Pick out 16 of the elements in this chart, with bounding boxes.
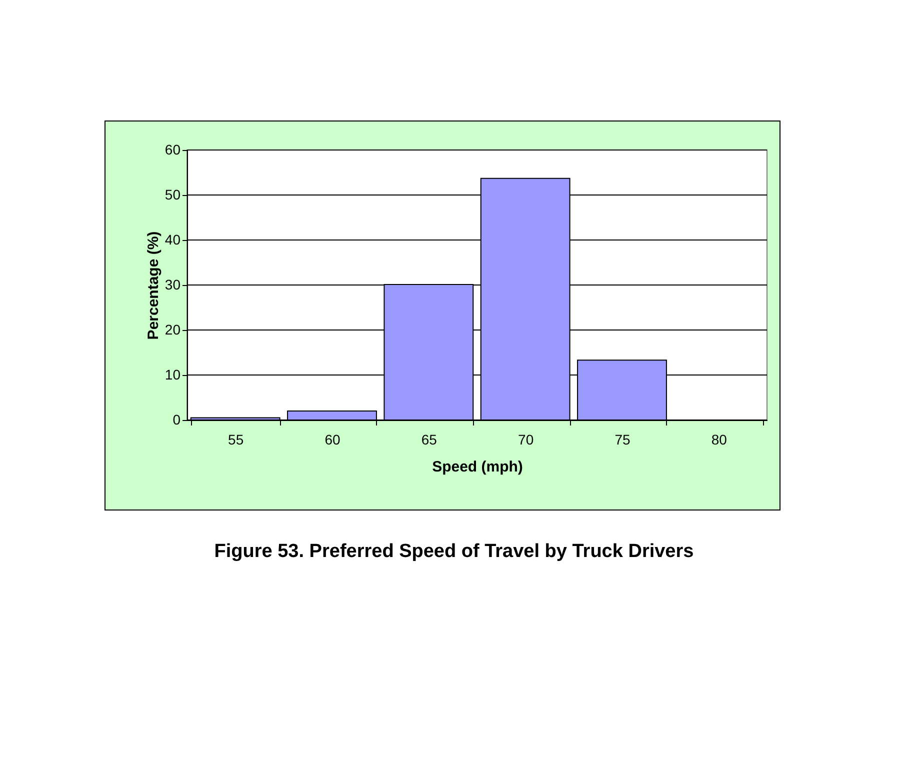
text: Figure 53. Preferred Speed of Travel by Truck Drivers [214,541,694,562]
y-tick-label: 40 [164,232,181,248]
x-tick-label: 65 [421,432,438,448]
x-tick-label: 75 [614,432,630,448]
y-tick-label: 50 [164,186,181,202]
x-axis-title: Speed (mph) [432,458,523,476]
x-tick-label: 80 [711,432,728,448]
x-tick-label: 55 [228,432,244,448]
y-tick-label: 20 [164,322,181,338]
y-tick-label: 30 [164,276,181,292]
x-tick-label: 60 [324,432,340,448]
y-tick-label: 10 [164,366,181,382]
x-tick-label: 70 [518,432,534,448]
y-tick-label: 0 [172,412,181,428]
y-axis-title: Percentage (%) [144,231,162,340]
y-tick-label: 60 [164,142,181,158]
